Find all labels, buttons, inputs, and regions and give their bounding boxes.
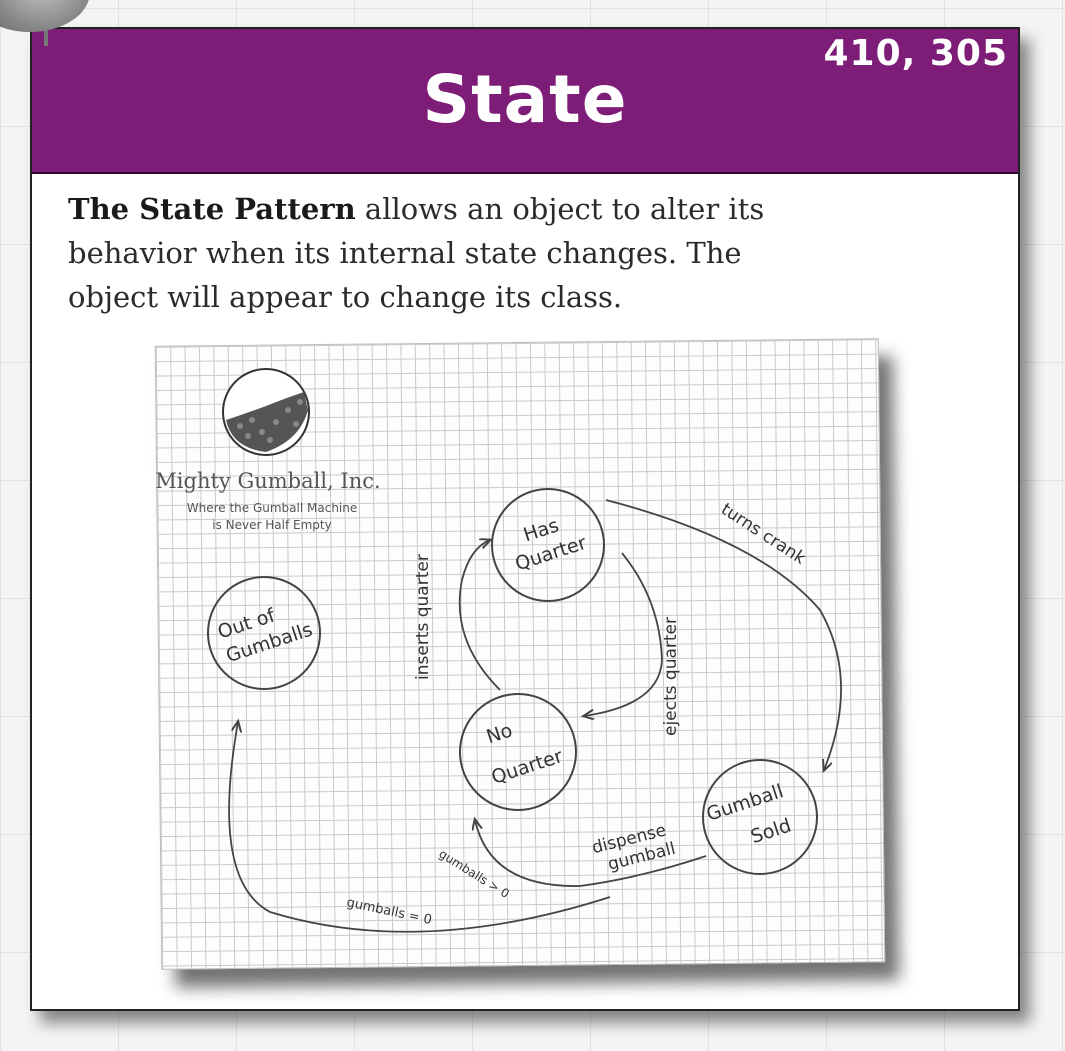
pattern-term: The State Pattern xyxy=(68,192,356,226)
pattern-card: State 410, 305 The State Pattern allows … xyxy=(30,27,1020,1011)
title-banner: State 410, 305 xyxy=(32,29,1018,174)
pushpin-needle xyxy=(44,28,48,46)
pattern-definition: The State Pattern allows an object to al… xyxy=(68,187,788,319)
graph-paper-sheet xyxy=(154,338,886,970)
page-references: 410, 305 xyxy=(823,33,1008,74)
page-title: State xyxy=(422,61,628,138)
pattern-description: allows an object to alter its behavior w… xyxy=(68,192,765,314)
